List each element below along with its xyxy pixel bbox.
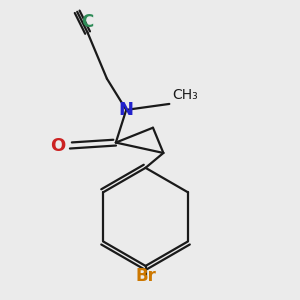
Text: CH₃: CH₃	[172, 88, 198, 102]
Text: N: N	[119, 101, 134, 119]
Text: C: C	[82, 13, 94, 31]
Text: O: O	[50, 136, 65, 154]
Text: Br: Br	[135, 267, 156, 285]
